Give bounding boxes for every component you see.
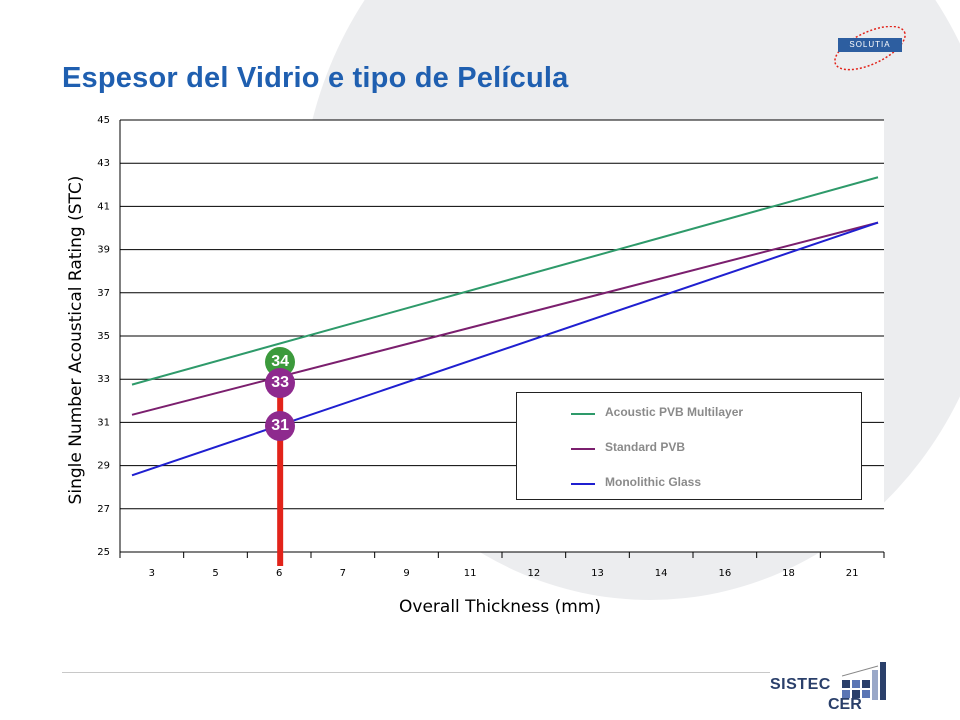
- y-tick-label: 43: [97, 158, 110, 169]
- legend-swatch: [571, 448, 595, 450]
- series-line-3: [131, 221, 879, 477]
- page-title: Espesor del Vidrio e tipo de Película: [62, 62, 569, 94]
- y-tick-label: 35: [97, 331, 110, 342]
- legend-swatch: [571, 483, 595, 485]
- x-tick-label: 5: [212, 568, 218, 579]
- x-tick-label: 21: [846, 568, 859, 579]
- sistec-wordmark: SISTEC: [770, 676, 831, 693]
- x-tick-label: 18: [782, 568, 795, 579]
- y-tick-label: 29: [97, 461, 110, 472]
- legend-label: Acoustic PVB Multilayer: [605, 405, 744, 419]
- series-line-2: [131, 221, 879, 416]
- x-tick-label: 7: [340, 568, 346, 579]
- y-tick-label: 45: [97, 115, 110, 126]
- solutia-swirl-icon: [834, 25, 906, 71]
- y-tick-label: 33: [97, 374, 110, 385]
- series-line-1: [131, 176, 879, 386]
- y-tick-label: 41: [97, 201, 110, 212]
- y-tick-label: 37: [97, 288, 110, 299]
- y-tick-label: 39: [97, 245, 110, 256]
- x-tick-label: 13: [591, 568, 604, 579]
- x-tick-label: 3: [149, 568, 155, 579]
- legend-label: Standard PVB: [605, 440, 686, 454]
- x-tick-label: 6: [276, 568, 282, 579]
- y-tick-label: 27: [97, 504, 110, 515]
- y-tick-label: 25: [97, 547, 110, 558]
- y-tick-label: 31: [97, 417, 110, 428]
- x-axis-label: Overall Thickness (mm): [399, 597, 601, 617]
- y-axis-label: Single Number Acoustical Rating (STC): [66, 175, 86, 505]
- legend-label: Monolithic Glass: [605, 475, 702, 489]
- cer-wordmark: CER: [828, 696, 862, 713]
- x-tick-label: 9: [403, 568, 409, 579]
- marker-33: 33: [265, 368, 296, 399]
- marker-31: 31: [265, 411, 296, 442]
- x-tick-label: 11: [464, 568, 477, 579]
- legend-swatch: [571, 413, 595, 415]
- sistec-cer-logo: SISTEC CER: [770, 652, 920, 718]
- legend: Acoustic PVB Multilayer Standard PVB Mon…: [516, 392, 862, 500]
- series-layer: [131, 176, 879, 477]
- footer-divider: [62, 672, 770, 673]
- x-tick-label: 16: [718, 568, 731, 579]
- x-tick-label: 12: [527, 568, 540, 579]
- x-tick-label: 14: [655, 568, 668, 579]
- building-grid-icon: [842, 662, 886, 700]
- solutia-logo: SOLUTIA: [830, 25, 910, 76]
- solutia-wordmark: SOLUTIA: [838, 38, 902, 52]
